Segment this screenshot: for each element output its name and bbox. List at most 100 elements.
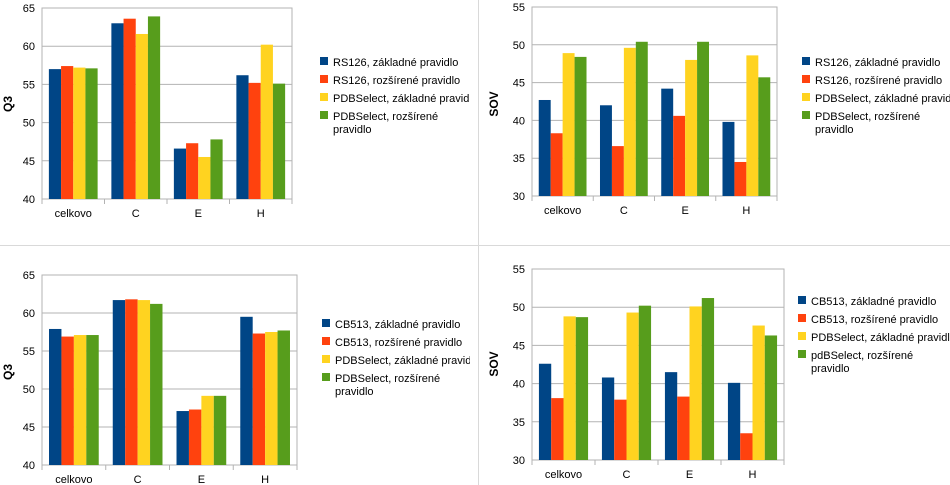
chart-sov-cb513: 30 35 40 45 50 55 celkovo C E H SOV CB513, základné… [487,264,950,481]
bar [752,325,765,460]
legend-swatch [802,93,810,101]
bar [734,161,747,196]
bar [685,59,698,196]
bar [210,139,223,199]
bar [272,83,286,199]
legend-swatch [798,314,806,322]
y-axis-label: Q3 [1,364,15,380]
bar [673,115,686,196]
chart-q3-rs126: 40 45 50 55 60 65 celkovo C E H Q3 RS126, základné … [1,3,470,220]
bar [252,333,266,465]
y-tick-label: 55 [513,264,525,276]
x-tick-label: E [195,208,202,220]
legend-swatch [798,296,806,304]
vertical-divider [478,0,479,485]
bar [563,316,576,460]
bar [48,69,62,200]
chart-q3-cb513: 40 45 50 55 60 65 celkovo C E H Q3 CB513, základné … [1,270,470,485]
bar [213,395,227,465]
y-tick-label: 65 [23,270,35,282]
y-tick-label: 50 [513,302,525,314]
bar [677,396,690,460]
bar [260,44,273,200]
bar [186,143,199,199]
bar [85,68,98,199]
x-tick-label: C [134,474,142,485]
y-tick-label: 30 [513,455,525,467]
bar [575,317,589,460]
bar [61,66,74,200]
x-tick-label: C [620,205,628,217]
bar [611,146,624,196]
x-tick-label: celkovo [545,469,582,481]
bar [86,335,99,465]
bar [265,332,278,465]
bar [137,300,151,465]
legend-entry: CB513, rozšírené pravidlo [811,314,938,326]
y-tick-label: 50 [23,118,35,130]
y-tick-label: 60 [23,41,35,53]
bar [538,99,551,196]
y-axis-label: Q3 [1,96,15,112]
x-tick-label: E [198,474,205,485]
y-tick-label: 40 [23,460,35,472]
bar [61,336,74,465]
bar [123,18,136,199]
bar [635,41,648,196]
bar [599,105,612,196]
legend-swatch [798,350,806,358]
bar [701,298,715,460]
legend-swatch [322,355,330,363]
legend-entry: PDBSelect, základné pravidlo [815,93,950,105]
bar [661,88,674,196]
y-tick-label: 45 [513,78,525,90]
bar [111,23,124,200]
bar [135,33,148,200]
legend-entry: RS126, rozšírené pravidlo [333,75,460,87]
y-tick-label: 60 [23,308,35,320]
legend-swatch [802,111,810,119]
bar [601,377,615,460]
bar [173,148,187,199]
legend-swatch [322,319,330,327]
bar [562,53,575,197]
bar [248,82,261,199]
bar [574,56,587,197]
legend-entry: CB513, základné pravidlo [335,319,460,331]
y-tick-label: 55 [23,346,35,358]
bar [697,41,710,196]
y-tick-label: 45 [513,340,525,352]
legend-swatch [322,337,330,345]
bar [664,372,678,460]
y-tick-label: 40 [513,115,525,127]
legend-entry: CB513, rozšírené pravidlo [335,337,462,349]
x-tick-label: E [686,469,693,481]
y-tick-label: 30 [513,191,525,203]
bar [626,312,639,460]
y-tick-label: 65 [23,3,35,15]
y-axis-label: SOV [487,351,501,376]
bar [236,75,249,199]
legend-swatch [320,75,328,83]
y-tick-label: 40 [23,194,35,206]
x-tick-label: C [623,469,631,481]
legend-entry: pdBSelect, rozšírené pravidlo [811,350,913,375]
bar [73,335,87,465]
bar [277,330,290,465]
bar [638,305,652,460]
legend-swatch [322,373,330,381]
bar [551,398,564,460]
bar [147,16,161,200]
legend-swatch [798,332,806,340]
legend-entry: PDBSelect, rozšírené pravidlo [333,111,438,136]
y-tick-label: 55 [23,79,35,91]
legend-entry: PDBSelect, základné pravidlo [811,332,950,344]
legend-entry: CB513, základné pravidlo [811,296,936,308]
x-tick-label: celkovo [55,474,92,485]
x-tick-label: H [742,205,750,217]
legend-entry: PDBSelect, rozšírené pravidlo [815,111,920,136]
bar [550,133,563,196]
horizontal-divider [0,245,950,246]
y-tick-label: 50 [23,384,35,396]
bar [746,55,759,196]
